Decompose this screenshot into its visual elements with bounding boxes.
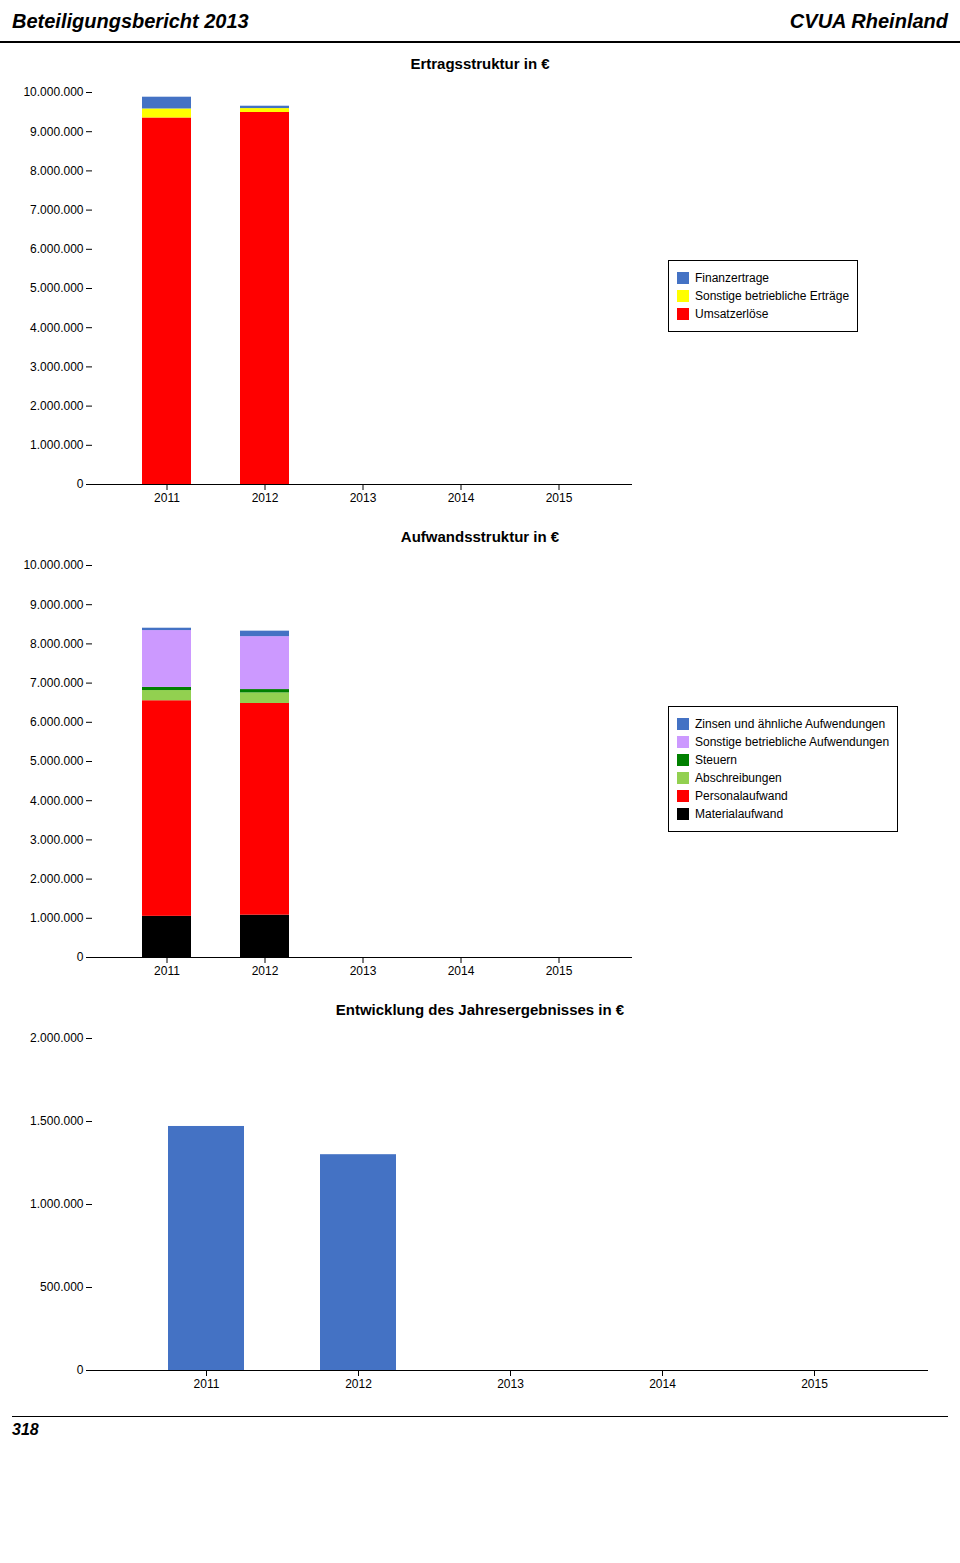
- svg-text:8.000.000: 8.000.000: [30, 637, 84, 651]
- svg-text:1.000.000: 1.000.000: [30, 438, 84, 452]
- svg-text:0: 0: [77, 1363, 84, 1377]
- svg-text:7.000.000: 7.000.000: [30, 676, 84, 690]
- html-text:Beteiligungsbericht 2013: Beteiligungsbericht 2013: [12, 10, 249, 32]
- html-text:Materialaufwand: Materialaufwand: [695, 807, 784, 821]
- svg-text:1.500.000: 1.500.000: [30, 1114, 84, 1128]
- svg-text:2013: 2013: [497, 1377, 524, 1391]
- svg-text:2013: 2013: [350, 491, 377, 505]
- svg-text:2011: 2011: [154, 491, 180, 505]
- svg-text:4.000.000: 4.000.000: [30, 794, 84, 808]
- html-text:Personalaufwand: Personalaufwand: [695, 789, 788, 803]
- html-text:Sonstige betriebliche Erträge: Sonstige betriebliche Erträge: [695, 289, 850, 303]
- svg-text:3.000.000: 3.000.000: [30, 360, 84, 374]
- svg-text:2015: 2015: [546, 964, 573, 978]
- html-text:Steuern: Steuern: [695, 753, 737, 767]
- svg-text:4.000.000: 4.000.000: [30, 321, 84, 335]
- svg-text:2011: 2011: [194, 1377, 220, 1391]
- svg-text:2012: 2012: [252, 491, 279, 505]
- svg-text:5.000.000: 5.000.000: [30, 754, 84, 768]
- html-text:Finanzertrage: Finanzertrage: [695, 271, 769, 285]
- svg-text:5.000.000: 5.000.000: [30, 281, 84, 295]
- html-text:Ertragsstruktur in €: Ertragsstruktur in €: [410, 55, 550, 72]
- svg-text:2015: 2015: [801, 1377, 828, 1391]
- svg-text:2014: 2014: [448, 491, 475, 505]
- svg-text:0: 0: [77, 950, 84, 964]
- svg-text:1.000.000: 1.000.000: [30, 1197, 84, 1211]
- svg-text:6.000.000: 6.000.000: [30, 242, 84, 256]
- html-text:Zinsen und ähnliche Aufwendung: Zinsen und ähnliche Aufwendungen: [695, 717, 886, 731]
- html-text:318: 318: [12, 1421, 39, 1438]
- svg-text:2013: 2013: [350, 964, 377, 978]
- svg-text:2012: 2012: [345, 1377, 372, 1391]
- svg-text:2014: 2014: [649, 1377, 676, 1391]
- html-text:Entwicklung des Jahresergebnis: Entwicklung des Jahresergebnisses in €: [335, 1001, 625, 1018]
- svg-text:2011: 2011: [154, 964, 180, 978]
- svg-text:2.000.000: 2.000.000: [30, 399, 84, 413]
- svg-text:2.000.000: 2.000.000: [30, 1031, 84, 1045]
- svg-text:2.000.000: 2.000.000: [30, 872, 84, 886]
- svg-text:0: 0: [77, 477, 84, 491]
- svg-text:10.000.000: 10.000.000: [23, 85, 83, 99]
- html-text:CVUA Rheinland: CVUA Rheinland: [789, 10, 948, 32]
- svg-text:6.000.000: 6.000.000: [30, 715, 84, 729]
- svg-text:1.000.000: 1.000.000: [30, 911, 84, 925]
- svg-text:8.000.000: 8.000.000: [30, 164, 84, 178]
- svg-text:10.000.000: 10.000.000: [23, 558, 83, 572]
- svg-text:7.000.000: 7.000.000: [30, 203, 84, 217]
- html-text:Aufwandsstruktur in €: Aufwandsstruktur in €: [400, 528, 560, 545]
- html-text:Umsatzerlöse: Umsatzerlöse: [695, 307, 769, 321]
- svg-text:9.000.000: 9.000.000: [30, 125, 84, 139]
- svg-text:2012: 2012: [252, 964, 279, 978]
- svg-text:2015: 2015: [546, 491, 573, 505]
- svg-text:2014: 2014: [448, 964, 475, 978]
- svg-text:9.000.000: 9.000.000: [30, 598, 84, 612]
- html-text:Sonstige betriebliche Aufwendu: Sonstige betriebliche Aufwendungen: [695, 735, 890, 749]
- html-text:Abschreibungen: Abschreibungen: [695, 771, 782, 785]
- svg-text:500.000: 500.000: [40, 1280, 84, 1294]
- svg-text:3.000.000: 3.000.000: [30, 833, 84, 847]
